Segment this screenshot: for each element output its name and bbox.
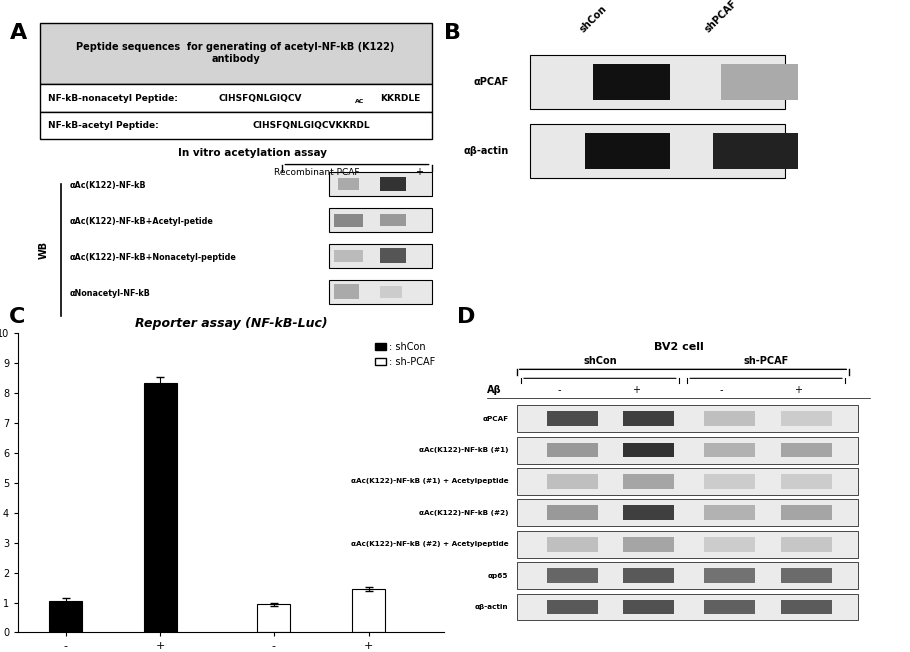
Text: D: D <box>457 307 475 327</box>
Bar <box>329 280 431 304</box>
Bar <box>547 569 598 583</box>
Bar <box>704 474 755 489</box>
Bar <box>338 178 359 190</box>
Bar <box>517 499 858 526</box>
Bar <box>623 411 674 426</box>
Text: CIHSFQNLGIQCVKKRDL: CIHSFQNLGIQCVKKRDL <box>253 121 370 130</box>
Text: αAc(K122)-NF-kB: αAc(K122)-NF-kB <box>69 181 146 190</box>
Text: αAc(K122)-NF-kB+Nonacetyl-peptide: αAc(K122)-NF-kB+Nonacetyl-peptide <box>69 253 237 261</box>
Bar <box>781 505 832 520</box>
Bar <box>623 505 674 520</box>
Bar <box>352 589 385 632</box>
Bar <box>517 593 858 621</box>
Bar <box>334 214 363 228</box>
Text: BV2 cell: BV2 cell <box>654 342 703 353</box>
Text: -: - <box>720 385 723 395</box>
Text: C: C <box>9 307 25 327</box>
Bar <box>593 65 670 100</box>
Text: αAc(K122)-NF-kB (#1) + Acetylpeptide: αAc(K122)-NF-kB (#1) + Acetylpeptide <box>350 479 509 484</box>
Bar <box>781 411 832 426</box>
Bar <box>781 537 832 552</box>
Bar <box>585 133 670 169</box>
Text: WB: WB <box>39 241 49 259</box>
Bar <box>517 406 858 432</box>
Bar <box>704 600 755 614</box>
Bar <box>704 569 755 583</box>
Bar <box>781 600 832 614</box>
Bar <box>380 248 406 263</box>
Text: Aβ: Aβ <box>487 385 501 395</box>
Text: αAc(K122)-NF-kB (#2): αAc(K122)-NF-kB (#2) <box>419 510 509 516</box>
Bar <box>713 133 798 169</box>
Bar <box>517 562 858 589</box>
Bar <box>517 437 858 464</box>
Bar <box>530 124 785 178</box>
Bar <box>623 569 674 583</box>
Text: αAc(K122)-NF-kB+Acetyl-petide: αAc(K122)-NF-kB+Acetyl-petide <box>69 217 213 226</box>
Bar <box>781 569 832 583</box>
Bar <box>334 250 363 261</box>
Bar <box>704 537 755 552</box>
Bar <box>258 604 290 632</box>
Bar <box>547 443 598 458</box>
Text: αPCAF: αPCAF <box>473 78 509 87</box>
Bar <box>329 172 431 196</box>
Bar <box>530 55 785 110</box>
Bar <box>517 531 858 557</box>
Bar <box>623 537 674 552</box>
Text: αp65: αp65 <box>488 572 509 578</box>
Bar <box>547 474 598 489</box>
Bar <box>781 443 832 458</box>
Bar <box>781 474 832 489</box>
Text: +: + <box>794 385 802 395</box>
Text: CIHSFQNLGIQCV: CIHSFQNLGIQCV <box>218 93 302 102</box>
Bar <box>329 208 431 232</box>
Bar <box>380 214 406 226</box>
FancyBboxPatch shape <box>39 23 431 84</box>
Bar <box>704 443 755 458</box>
Title: Reporter assay (NF-kB-Luc): Reporter assay (NF-kB-Luc) <box>135 316 328 329</box>
Text: αPCAF: αPCAF <box>482 416 509 422</box>
Bar <box>380 177 406 192</box>
Bar <box>517 468 858 495</box>
Bar <box>547 505 598 520</box>
Text: shCon: shCon <box>583 357 617 366</box>
Bar <box>547 537 598 552</box>
Text: αAc(K122)-NF-kB (#1): αAc(K122)-NF-kB (#1) <box>419 447 509 453</box>
FancyBboxPatch shape <box>39 112 431 139</box>
Bar <box>547 411 598 426</box>
Text: In vitro acetylation assay: In vitro acetylation assay <box>178 147 327 158</box>
Bar <box>623 443 674 458</box>
Text: αNonacetyl-NF-kB: αNonacetyl-NF-kB <box>69 289 150 297</box>
Text: +: + <box>415 167 423 177</box>
Text: αAc(K122)-NF-kB (#2) + Acetylpeptide: αAc(K122)-NF-kB (#2) + Acetylpeptide <box>350 541 509 547</box>
Bar <box>623 600 674 614</box>
Text: NF-kB-acetyl Peptide:: NF-kB-acetyl Peptide: <box>48 121 158 130</box>
Bar <box>380 286 401 297</box>
Bar <box>334 284 359 299</box>
Text: NF-kB-nonacetyl Peptide:: NF-kB-nonacetyl Peptide: <box>48 93 178 102</box>
Bar <box>623 474 674 489</box>
Text: shPCAF: shPCAF <box>703 0 740 35</box>
Text: -: - <box>558 385 561 395</box>
Legend: : shCon, : sh-PCAF: : shCon, : sh-PCAF <box>371 338 440 371</box>
Text: AC: AC <box>355 99 364 104</box>
Text: αβ-actin: αβ-actin <box>463 146 509 156</box>
Bar <box>329 244 431 268</box>
Bar <box>704 411 755 426</box>
Bar <box>49 601 82 632</box>
Text: Peptide sequences  for generating of acetyl-NF-kB (K122)
antibody: Peptide sequences for generating of acet… <box>76 42 395 64</box>
Bar <box>722 65 798 100</box>
Text: Recombinant PCAF: Recombinant PCAF <box>274 168 359 177</box>
Text: KKRDLE: KKRDLE <box>380 93 420 102</box>
Text: -: - <box>391 167 395 177</box>
Bar <box>704 505 755 520</box>
Text: sh-PCAF: sh-PCAF <box>743 357 789 366</box>
Text: A: A <box>10 23 27 42</box>
FancyBboxPatch shape <box>39 84 431 112</box>
Text: B: B <box>444 23 461 42</box>
Text: +: + <box>632 385 640 395</box>
Text: αβ-actin: αβ-actin <box>475 604 509 610</box>
Bar <box>144 383 177 632</box>
Text: shCon: shCon <box>578 4 609 35</box>
